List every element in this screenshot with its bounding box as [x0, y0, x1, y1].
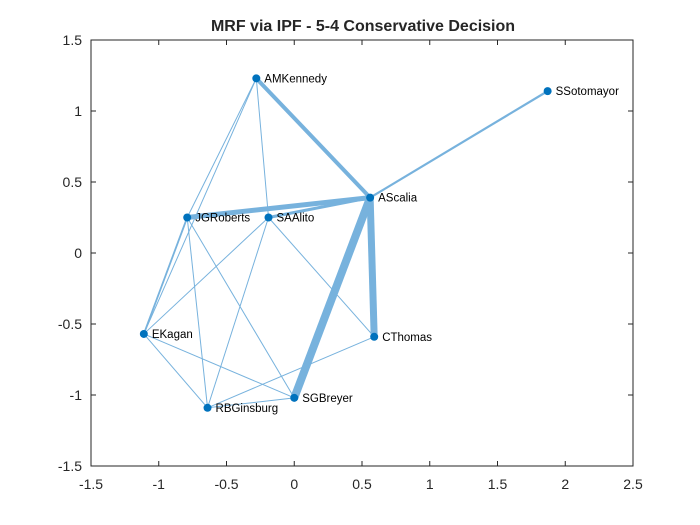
- edge-saalito-rbginsburg: [207, 217, 269, 408]
- node-label-ascalia: AScalia: [378, 193, 418, 205]
- x-tick-label: 2.5: [623, 476, 643, 492]
- node-ssotomayor: [543, 87, 552, 96]
- edge-ascalia-cthomas: [366, 197, 378, 337]
- x-tick-label: 0.5: [352, 476, 372, 492]
- y-tick-label: 1.5: [63, 32, 83, 48]
- x-tick-label: 1.5: [488, 476, 508, 492]
- x-tick-label: 2: [561, 476, 569, 492]
- edge-jgroberts-ekagan: [143, 217, 189, 335]
- node-sgbreyer: [290, 393, 299, 402]
- y-tick-label: 0.5: [63, 174, 83, 190]
- edge-jgroberts-amkennedy: [186, 78, 257, 218]
- node-rbginsburg: [203, 403, 212, 412]
- edge-ascalia-ssotomayor: [369, 90, 549, 199]
- tick-layer: -1.5 -1 -0.5 0 0.5 1 1.5 2 2.5 -1.5 -1 -0.5 0 0.5 1 1.5: [58, 32, 643, 492]
- edge-rbginsburg-cthomas: [207, 336, 375, 409]
- node-saalito: [264, 213, 273, 222]
- y-tick-label: -0.5: [58, 316, 82, 332]
- y-tick-label: 0: [74, 245, 82, 261]
- x-tick-label: 0: [290, 476, 298, 492]
- node-label-amkennedy: AMKennedy: [264, 73, 327, 85]
- y-tick-label: -1: [70, 387, 83, 403]
- node-label-ssotomayor: SSotomayor: [556, 86, 619, 98]
- chart-title: MRF via IPF - 5-4 Conservative Decision: [211, 18, 515, 35]
- y-tick-label: 1: [74, 103, 82, 119]
- node-label-saalito: SAAlito: [277, 213, 315, 225]
- node-label-ekagan: EKagan: [152, 329, 193, 341]
- edge-ascalia-jgroberts: [186, 195, 371, 220]
- edge-saalito-cthomas: [268, 217, 375, 338]
- node-label-rbginsburg: RBGinsburg: [216, 403, 279, 415]
- x-tick-label: -0.5: [214, 476, 238, 492]
- label-layer: AMKennedy SSotomayor AScalia JGRoberts SAAli…: [152, 73, 619, 414]
- node-jgroberts: [183, 213, 192, 222]
- x-tick-label: 1: [426, 476, 434, 492]
- node-cthomas: [370, 332, 379, 341]
- edge-ascalia-sgbreyer: [290, 196, 374, 400]
- edge-amkennedy-saalito: [255, 78, 270, 218]
- node-amkennedy: [252, 74, 261, 83]
- edge-saalito-ekagan: [143, 217, 269, 335]
- edge-ascalia-saalito: [268, 196, 371, 219]
- edge-jgroberts-sgbreyer: [186, 217, 295, 399]
- y-tick-label: -1.5: [58, 458, 82, 474]
- node-layer: [139, 74, 552, 412]
- edge-ascalia-amkennedy: [254, 76, 372, 200]
- edge-jgroberts-rbginsburg: [186, 217, 209, 408]
- x-tick-label: -1.5: [79, 476, 103, 492]
- plot-axes-box: [90, 39, 634, 467]
- edge-ekagan-sgbreyer: [143, 333, 295, 399]
- node-label-sgbreyer: SGBreyer: [302, 393, 353, 405]
- edge-amkennedy-ekagan: [143, 78, 257, 335]
- node-ascalia: [366, 193, 375, 202]
- edge-rbginsburg-sgbreyer: [207, 397, 295, 409]
- node-label-jgroberts: JGRoberts: [195, 213, 250, 225]
- x-tick-label: -1: [153, 476, 166, 492]
- edge-ekagan-rbginsburg: [143, 333, 208, 409]
- node-ekagan: [139, 329, 148, 338]
- node-label-cthomas: CThomas: [382, 332, 432, 344]
- edge-layer: [143, 76, 549, 409]
